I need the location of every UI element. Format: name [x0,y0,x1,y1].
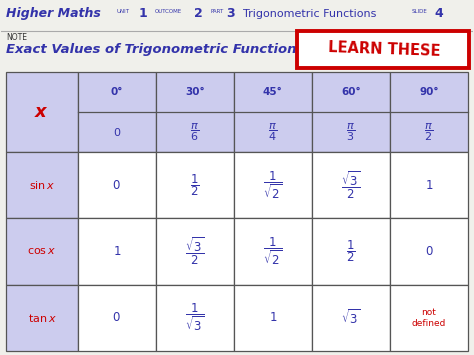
Text: Trigonometric Functions: Trigonometric Functions [243,9,376,19]
Text: $\dfrac{1}{2}$: $\dfrac{1}{2}$ [346,239,356,264]
Text: $\dfrac{1}{\sqrt{3}}$: $\dfrac{1}{\sqrt{3}}$ [185,302,204,333]
Text: $\sqrt{3}$: $\sqrt{3}$ [341,308,361,327]
Bar [234,152,312,218]
Text: PART: PART [210,9,223,14]
Bar [390,152,468,218]
Bar [312,152,390,218]
Text: SLIDE: SLIDE [411,9,427,14]
Bar [156,218,234,285]
Text: $\dfrac{\pi}{2}$: $\dfrac{\pi}{2}$ [424,121,433,143]
Text: $\dfrac{\pi}{3}$: $\dfrac{\pi}{3}$ [346,121,356,143]
Bar [312,72,390,152]
Bar [6,152,78,218]
Bar [390,218,468,285]
Text: UNIT: UNIT [117,9,130,14]
Text: $1$: $1$ [269,311,277,324]
Bar [6,218,78,285]
Text: $0$: $0$ [425,245,433,258]
Bar [312,285,390,351]
Text: NOTE: NOTE [6,33,27,42]
Text: $\dfrac{\sqrt{3}}{2}$: $\dfrac{\sqrt{3}}{2}$ [185,236,204,267]
Bar [78,218,156,285]
Text: $\sin x$: $\sin x$ [29,179,55,191]
Text: $\dfrac{\pi}{4}$: $\dfrac{\pi}{4}$ [268,121,277,143]
Text: 4: 4 [434,7,443,20]
Text: 2: 2 [194,7,202,20]
Bar [390,285,468,351]
Text: OUTCOME: OUTCOME [155,9,182,14]
Bar [78,285,156,351]
Text: $\tan x$: $\tan x$ [27,312,56,324]
Text: $0$: $0$ [112,311,121,324]
Text: 3: 3 [227,7,235,20]
Text: LEARN THESE: LEARN THESE [328,40,440,59]
Text: $\dfrac{\pi}{6}$: $\dfrac{\pi}{6}$ [190,121,199,143]
Text: Exact Values of Trigonometric Functions: Exact Values of Trigonometric Functions [6,44,304,56]
Text: $\dfrac{1}{\sqrt{2}}$: $\dfrac{1}{\sqrt{2}}$ [263,236,283,267]
Bar [6,72,78,152]
Text: 30°: 30° [185,87,205,97]
Text: $\dfrac{1}{2}$: $\dfrac{1}{2}$ [190,172,200,198]
Bar [234,72,312,152]
Text: $1$: $1$ [425,179,433,192]
Bar [78,72,156,152]
Text: $\bfit{x}$: $\bfit{x}$ [35,103,49,121]
Text: 90°: 90° [419,87,438,97]
Text: not
defined: not defined [412,308,446,328]
Text: $0$: $0$ [112,179,121,192]
Text: $\cos x$: $\cos x$ [27,246,56,256]
Text: 45°: 45° [263,87,283,97]
Text: 60°: 60° [341,87,361,97]
Bar [390,72,468,152]
Bar [312,218,390,285]
Bar [156,285,234,351]
Bar [6,285,78,351]
Text: $1$: $1$ [112,245,121,258]
Text: $0$: $0$ [112,126,121,138]
Text: Higher Maths: Higher Maths [6,7,101,20]
Text: $\dfrac{1}{\sqrt{2}}$: $\dfrac{1}{\sqrt{2}}$ [263,169,283,201]
Text: 1: 1 [139,7,148,20]
Bar [78,152,156,218]
Bar [156,152,234,218]
Bar [156,72,234,152]
Text: $\dfrac{\sqrt{3}}{2}$: $\dfrac{\sqrt{3}}{2}$ [341,169,361,201]
Text: 0°: 0° [110,87,123,97]
Bar [234,218,312,285]
FancyBboxPatch shape [297,31,469,67]
Bar [234,285,312,351]
